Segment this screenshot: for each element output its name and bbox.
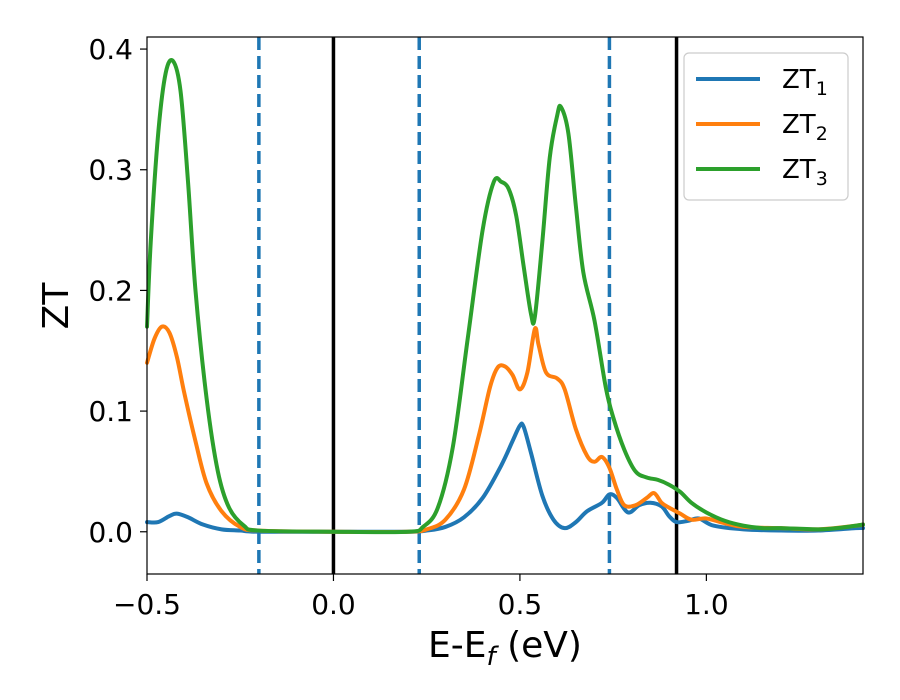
y-tick-label: 0.1 (88, 395, 133, 428)
x-axis-title: E-Ef (eV) (428, 625, 582, 672)
x-axis: −0.5 0.0 0.5 1.0 (113, 574, 729, 621)
plot-frame (146, 36, 864, 575)
y-tick-label: 0.4 (88, 33, 133, 66)
legend-label-main: ZT (782, 110, 816, 140)
legend-label-main: ZT (782, 65, 816, 95)
series-line-zt1 (145, 421, 865, 534)
y-axis-title: ZT (36, 282, 77, 330)
reference-lines (257, 37, 679, 574)
x-tick-label: 0.0 (311, 588, 356, 621)
legend-box (683, 52, 849, 201)
x-tick-label: −0.5 (113, 588, 181, 621)
x-axis-title-main: E-E (428, 625, 486, 666)
x-axis-title-unit: (eV) (496, 625, 582, 666)
x-tick-label: 0.5 (498, 588, 543, 621)
legend-label-zt3: ZT3 (782, 155, 828, 190)
x-tick-label: 1.0 (684, 588, 729, 621)
legend-label-subscript: 1 (816, 78, 828, 100)
y-tick-label: 0.3 (88, 154, 133, 187)
legend-label-subscript: 3 (816, 168, 828, 190)
legend-label-subscript: 2 (816, 123, 828, 145)
legend-label-zt2: ZT2 (782, 110, 828, 145)
series-line-zt3 (145, 58, 865, 535)
y-tick-label: 0.0 (88, 516, 133, 549)
y-tick-label: 0.2 (88, 274, 133, 307)
series-line-zt2 (145, 324, 865, 534)
series-layer (145, 58, 865, 535)
y-axis: 0.0 0.1 0.2 0.3 0.4 (88, 33, 147, 549)
legend-label-main: ZT (782, 155, 816, 185)
legend-label-zt1: ZT1 (782, 65, 828, 100)
